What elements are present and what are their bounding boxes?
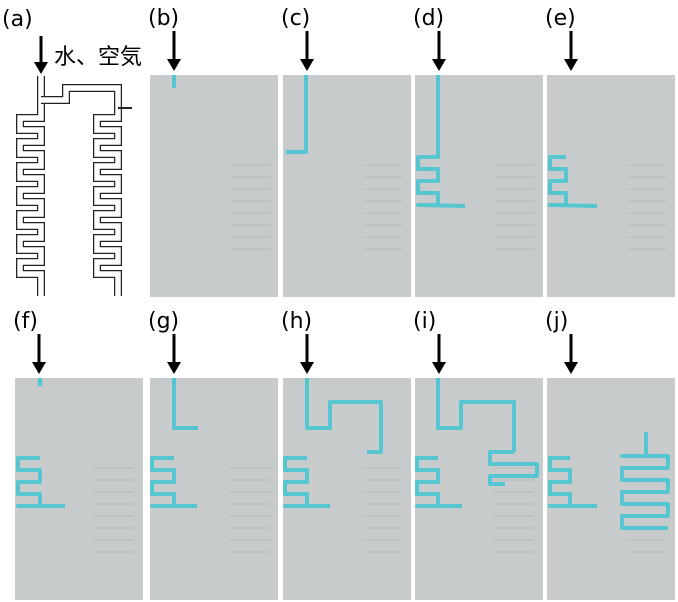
panel-label: (d) [413, 6, 444, 31]
panel-label: (h) [281, 309, 312, 334]
annotation: 水、空気 [54, 45, 142, 70]
figure: (a) 水、空気 (b) (c) (d) (e) (f) (g) (h) (i) (j) [0, 0, 678, 602]
photo [283, 378, 411, 600]
photo [547, 378, 675, 600]
arrow-head [432, 59, 446, 71]
panel-label: (c) [281, 6, 310, 31]
photo [283, 75, 411, 297]
panel-label: (j) [545, 309, 568, 334]
arrow-head [167, 59, 181, 71]
photo [15, 378, 143, 600]
arrow-head [32, 362, 46, 374]
panel-label: (g) [148, 309, 179, 334]
photo [547, 75, 675, 297]
arrow-head [167, 362, 181, 374]
arrow-head [432, 362, 446, 374]
photo [415, 378, 543, 600]
photo [415, 75, 543, 297]
panel-label: (e) [545, 6, 576, 31]
arrow-head [300, 59, 314, 71]
arrow-head [564, 59, 578, 71]
panel-label: (b) [148, 6, 179, 31]
arrow-head [564, 362, 578, 374]
panel-label: (f) [13, 309, 38, 334]
panel-label: (i) [413, 309, 436, 334]
photo [150, 378, 278, 600]
arrow-head [300, 362, 314, 374]
arrow-head [34, 62, 48, 74]
photo [150, 75, 278, 297]
panel-label: (a) [2, 7, 33, 32]
